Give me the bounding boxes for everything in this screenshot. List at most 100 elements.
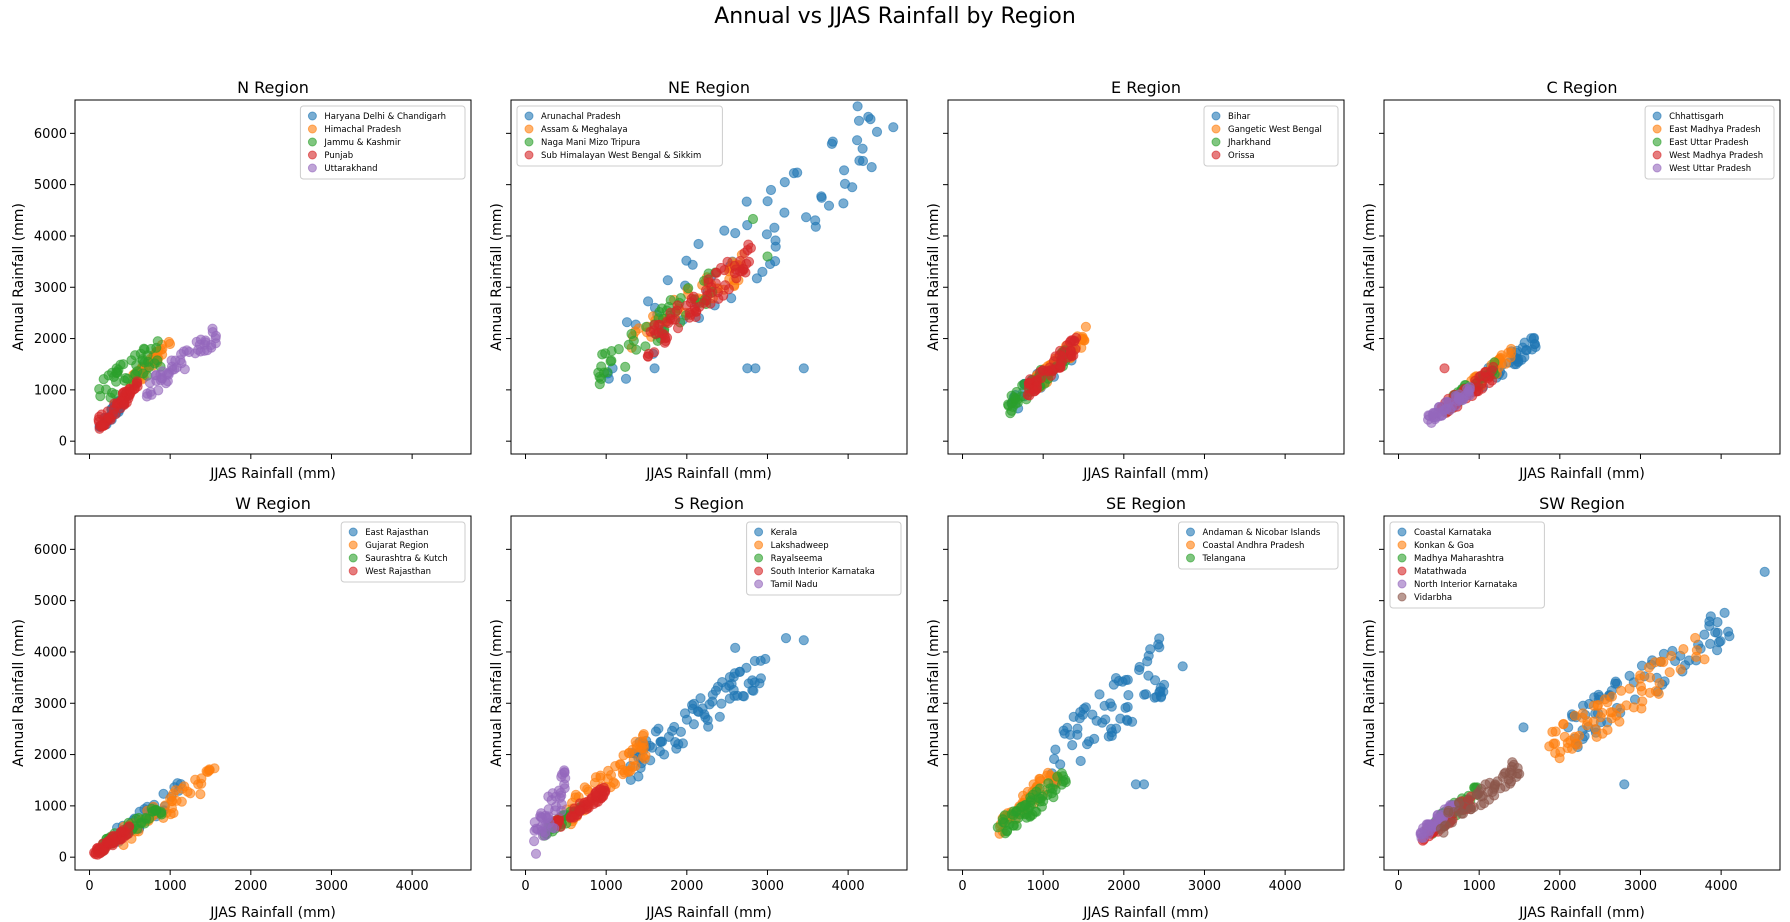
data-point xyxy=(1033,793,1044,804)
data-point xyxy=(677,738,689,749)
data-point xyxy=(769,222,780,233)
legend-label: Himachal Pradesh xyxy=(324,125,401,135)
x-tick-label: 3000 xyxy=(1624,879,1657,894)
y-tick-label: 6000 xyxy=(34,127,67,142)
data-point xyxy=(1006,390,1017,401)
data-point xyxy=(1678,644,1689,655)
plot-frame xyxy=(1383,99,1781,455)
legend: Kerala Lakshadweep Rayalseema South Interio… xyxy=(746,521,902,596)
data-point xyxy=(1001,825,1013,836)
data-point xyxy=(568,812,580,823)
scatter-points xyxy=(992,633,1188,839)
x-tick-label: 0 xyxy=(85,879,93,894)
legend-label: Haryana Delhi & Chandigarh xyxy=(324,112,446,122)
data-point xyxy=(179,364,190,375)
data-point xyxy=(621,317,633,328)
data-point xyxy=(751,273,763,284)
legend-marker xyxy=(1186,527,1195,537)
legend-marker xyxy=(1211,137,1221,147)
data-point xyxy=(1723,626,1734,637)
data-point xyxy=(717,677,728,688)
data-point xyxy=(672,323,684,334)
legend-label: Coastal Andhra Pradesh xyxy=(1203,541,1305,551)
data-point xyxy=(1140,689,1152,700)
scatter-points xyxy=(89,763,220,860)
data-point xyxy=(1080,321,1092,332)
data-point xyxy=(724,672,736,683)
data-point xyxy=(653,327,664,338)
data-point xyxy=(582,796,593,807)
data-point xyxy=(1463,794,1474,805)
data-point xyxy=(847,182,858,193)
x-tick-label: 4000 xyxy=(832,879,865,894)
x-tick-label: 3000 xyxy=(1188,879,1221,894)
data-point xyxy=(650,726,662,737)
legend-label: Coastal Karnataka xyxy=(1414,528,1491,538)
legend-box xyxy=(299,105,466,180)
legend-label: Tamil Nadu xyxy=(770,580,818,590)
data-point xyxy=(195,789,206,800)
legend-marker xyxy=(754,540,764,550)
legend-label: East Uttar Pradesh xyxy=(1669,138,1748,148)
subplot-title: S Region xyxy=(674,494,744,513)
legend-marker xyxy=(754,566,764,576)
x-axis-label: JJAS Rainfall (mm) xyxy=(209,905,336,921)
data-point xyxy=(757,266,768,277)
data-point xyxy=(1110,673,1122,684)
data-point xyxy=(660,335,671,347)
legend-box xyxy=(1203,105,1339,167)
data-point xyxy=(697,703,708,714)
data-point xyxy=(1519,337,1530,348)
data-point xyxy=(1055,360,1066,371)
data-point xyxy=(529,825,540,836)
data-point xyxy=(997,817,1009,828)
legend-label: Lakshadweep xyxy=(771,541,829,551)
legend-label: Matathwada xyxy=(1414,567,1467,577)
data-point xyxy=(659,749,670,760)
data-point xyxy=(126,355,137,366)
data-point xyxy=(90,849,101,860)
data-point xyxy=(190,774,201,785)
data-point xyxy=(679,708,691,719)
data-point xyxy=(688,291,699,302)
data-point xyxy=(1075,755,1086,767)
subplot-7: SE Region 0 1000 2000 3000 4000 JJAS Rainfall … xyxy=(926,494,1345,921)
legend-marker xyxy=(307,124,317,134)
legend-marker xyxy=(1211,150,1221,160)
data-point xyxy=(742,245,753,256)
legend-marker xyxy=(307,111,317,121)
data-point xyxy=(553,785,565,796)
data-point xyxy=(550,801,562,812)
data-point xyxy=(619,767,630,778)
y-tick-label: 2000 xyxy=(34,332,67,347)
legend-label: Gangetic West Bengal xyxy=(1228,125,1322,135)
legend-box xyxy=(516,105,723,167)
legend-box xyxy=(746,521,902,596)
legend-label: Sub Himalayan West Bengal & Sikkim xyxy=(541,151,701,161)
data-point xyxy=(734,666,746,677)
data-point xyxy=(1428,818,1439,829)
data-point xyxy=(762,251,773,262)
x-tick-label: 1000 xyxy=(1027,879,1060,894)
data-point xyxy=(153,385,164,396)
legend-marker xyxy=(754,527,764,537)
y-tick-label: 4000 xyxy=(34,229,67,244)
data-point xyxy=(1690,632,1701,644)
data-point xyxy=(1635,670,1646,681)
data-point xyxy=(1451,391,1462,402)
subplot-title: NE Region xyxy=(668,78,750,97)
x-tick-label: 2000 xyxy=(1107,879,1140,894)
x-axis-label: JJAS Rainfall (mm) xyxy=(209,466,336,482)
data-point xyxy=(1105,698,1116,709)
subplot-2: NE Region JJAS Rainfall (mm) Annual Rainfa… xyxy=(489,78,908,482)
data-point xyxy=(119,375,130,386)
data-point xyxy=(1624,670,1635,682)
data-point xyxy=(779,207,790,218)
data-point xyxy=(852,135,863,146)
legend-marker xyxy=(307,163,317,173)
data-point xyxy=(146,343,157,355)
data-point xyxy=(1437,410,1448,421)
data-point xyxy=(620,361,631,372)
data-point xyxy=(1042,767,1054,778)
data-point xyxy=(1506,343,1517,355)
